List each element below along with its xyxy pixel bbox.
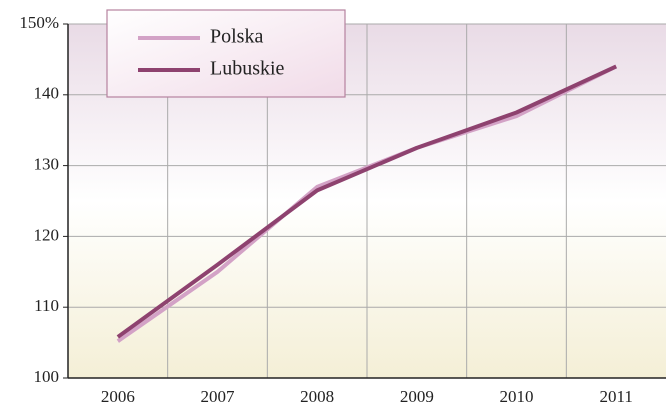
y-tick-label: 120 <box>34 225 60 244</box>
legend-label: Lubuskie <box>210 58 285 80</box>
x-tick-label: 2011 <box>599 387 632 406</box>
y-tick-label: 130 <box>34 155 60 174</box>
x-tick-label: 2010 <box>500 387 534 406</box>
y-tick-label: 140 <box>34 84 60 103</box>
legend-box <box>106 9 346 98</box>
y-tick-label: 100 <box>34 367 60 386</box>
y-tick-label: 110 <box>34 296 59 315</box>
x-tick-label: 2008 <box>300 387 334 406</box>
x-tick-label: 2009 <box>400 387 434 406</box>
x-tick-label: 2006 <box>101 387 135 406</box>
x-tick-label: 2007 <box>201 387 236 406</box>
legend-label: Polska <box>210 26 263 48</box>
y-tick-label: 150% <box>19 13 59 32</box>
series-line <box>116 64 618 339</box>
